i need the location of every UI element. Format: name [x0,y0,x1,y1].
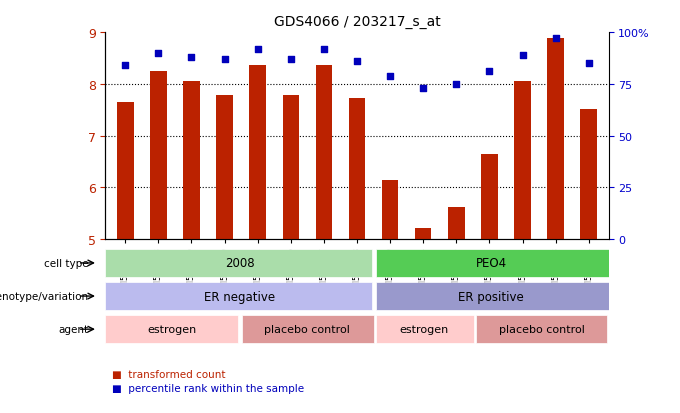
Text: estrogen: estrogen [148,324,197,335]
Bar [581,109,597,240]
Text: placebo control: placebo control [498,324,584,335]
Point [352,59,362,65]
Bar [216,96,233,240]
Text: 2008: 2008 [225,257,254,270]
Point [385,73,396,80]
Bar [349,99,365,240]
Bar [448,207,464,240]
Bar [376,316,475,343]
Text: agent: agent [58,324,88,335]
Bar [316,66,332,240]
Point [120,63,131,69]
Bar [105,316,237,343]
Bar [514,82,531,240]
Bar [150,72,167,240]
Bar [547,39,564,240]
Text: ER positive: ER positive [458,290,524,303]
Point [252,46,263,53]
Text: genotype/variation: genotype/variation [0,291,88,301]
Text: ■  transformed count: ■ transformed count [112,369,226,379]
Text: PEO4: PEO4 [475,257,507,270]
Point [418,85,428,92]
Text: cell type: cell type [44,258,88,268]
Point [153,50,164,57]
Title: GDS4066 / 203217_s_at: GDS4066 / 203217_s_at [273,15,441,29]
Bar [105,282,372,310]
Point [517,52,528,59]
Bar [250,66,266,240]
Bar [415,228,432,240]
Point [186,55,197,61]
Bar [282,96,299,240]
Text: ER negative: ER negative [204,290,275,303]
Point [318,46,329,53]
Bar [241,316,374,343]
Bar [183,82,200,240]
Bar [376,282,609,310]
Point [484,69,495,76]
Point [219,57,230,63]
Text: estrogen: estrogen [399,324,449,335]
Point [451,81,462,88]
Point [583,61,594,67]
Bar [117,103,133,240]
Bar [477,316,607,343]
Bar [376,249,609,277]
Text: ■  percentile rank within the sample: ■ percentile rank within the sample [112,383,305,393]
Point [550,36,561,43]
Bar [105,249,372,277]
Text: placebo control: placebo control [264,324,350,335]
Bar [382,180,398,240]
Bar [481,154,498,240]
Point [286,57,296,63]
